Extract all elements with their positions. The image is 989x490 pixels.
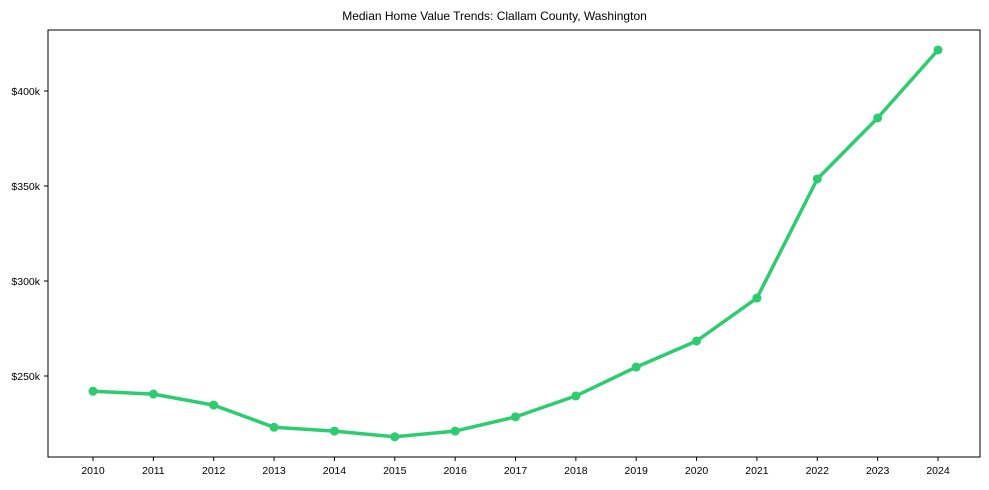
y-tick-label: $400k [11, 86, 40, 98]
axes: $250k $300k $350k $400k 2010 2011 2012 2013 2014… [11, 29, 981, 477]
y-tick-label: $250k [11, 371, 40, 383]
data-point-marker [148, 389, 158, 399]
data-point-marker [329, 426, 339, 436]
x-tick-label: 2023 [866, 465, 890, 477]
data-point-marker [692, 336, 702, 346]
x-tick-label: 2022 [806, 465, 830, 477]
data-point-marker [873, 113, 883, 123]
data-point-marker [571, 391, 581, 401]
x-tick-label: 2013 [262, 465, 286, 477]
chart-title: Median Home Value Trends: Clallam County… [342, 9, 647, 23]
x-tick-label: 2019 [625, 465, 649, 477]
data-point-marker [752, 293, 762, 303]
x-tick-label: 2018 [564, 465, 588, 477]
x-tick-label: 2011 [142, 465, 165, 477]
y-tick-label: $300k [11, 276, 40, 288]
series-line [88, 45, 943, 442]
data-line [91, 48, 940, 439]
data-point-marker [933, 45, 943, 55]
data-point-marker [511, 412, 520, 422]
data-point-marker [269, 422, 279, 432]
plot-frame [47, 29, 981, 458]
data-point-marker [390, 432, 400, 442]
y-tick-label: $350k [11, 181, 40, 193]
x-tick-label: 2012 [202, 465, 226, 477]
data-point-marker [209, 400, 219, 410]
x-tick-label: 2021 [745, 465, 769, 477]
x-tick-label: 2016 [443, 465, 467, 477]
x-tick-label: 2024 [926, 465, 950, 477]
x-tick-label: 2020 [685, 465, 709, 477]
x-tick-label: 2010 [81, 465, 105, 477]
x-tick-label: 2015 [383, 465, 407, 477]
data-point-marker [450, 426, 460, 436]
x-tick-label: 2014 [323, 465, 347, 477]
data-point-marker [812, 174, 822, 184]
x-tick-label: 2017 [504, 465, 528, 477]
data-point-marker [88, 386, 98, 396]
data-point-marker [631, 362, 641, 372]
